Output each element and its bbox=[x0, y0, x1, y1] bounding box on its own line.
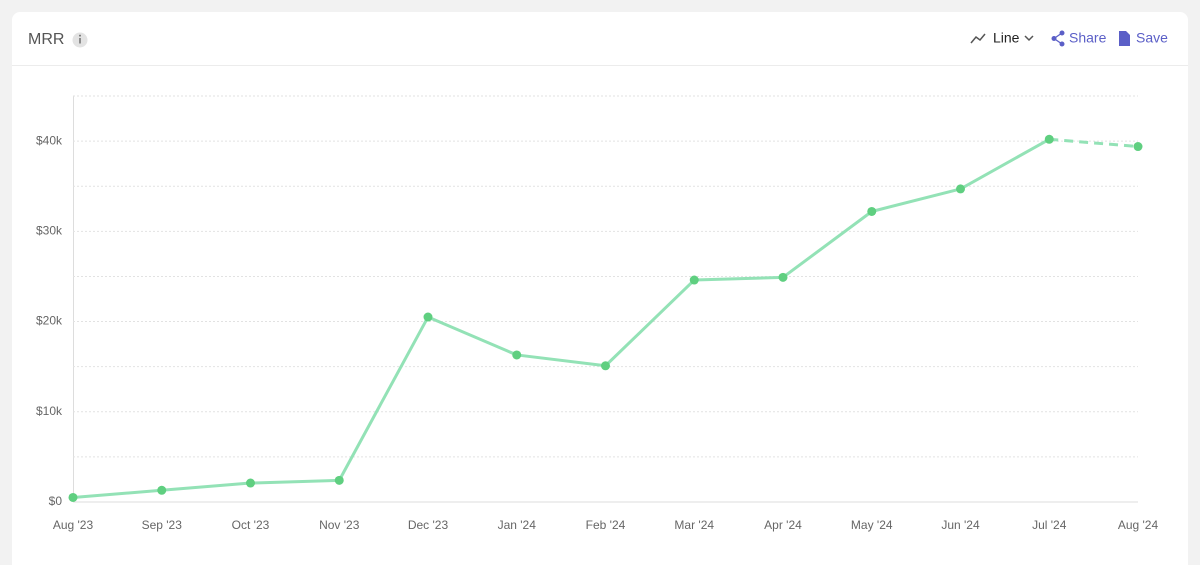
data-point bbox=[334, 475, 344, 485]
chart-title: MRR bbox=[28, 31, 64, 48]
x-tick-label: Oct '23 bbox=[232, 518, 270, 532]
data-point bbox=[68, 492, 78, 502]
share-icon bbox=[1051, 30, 1065, 47]
x-tick-label: Sep '23 bbox=[142, 518, 183, 532]
data-point bbox=[778, 272, 788, 282]
x-tick-label: Aug '24 bbox=[1118, 518, 1159, 532]
x-tick-label: Mar '24 bbox=[674, 518, 714, 532]
chart-type-label: Line bbox=[993, 30, 1020, 46]
save-icon bbox=[1119, 31, 1130, 46]
save-button[interactable]: Save bbox=[1119, 30, 1168, 46]
data-point bbox=[157, 485, 167, 495]
data-point bbox=[1044, 134, 1054, 144]
data-point bbox=[512, 350, 522, 360]
x-tick-label: Apr '24 bbox=[764, 518, 802, 532]
card bbox=[12, 12, 1188, 565]
line-icon bbox=[970, 33, 986, 44]
y-tick-label: $20k bbox=[36, 314, 63, 328]
y-tick-label: $10k bbox=[36, 404, 63, 418]
x-tick-label: Jul '24 bbox=[1032, 518, 1067, 532]
plot-area: $0 $10k $20k $30k $40k Aug '23 Sep '23 Oct '23 N… bbox=[36, 95, 1159, 532]
data-point bbox=[867, 206, 877, 216]
x-tick-label: May '24 bbox=[851, 518, 893, 532]
chevron bbox=[1024, 35, 1034, 42]
y-tick-label: $0 bbox=[49, 494, 63, 508]
x-tick-label: Aug '23 bbox=[53, 518, 94, 532]
data-point bbox=[601, 361, 610, 371]
y-tick-label: $40k bbox=[36, 133, 63, 147]
x-tick-label: Jan '24 bbox=[498, 518, 537, 532]
info-icon[interactable] bbox=[72, 32, 88, 48]
x-tick-label: Jun '24 bbox=[941, 518, 980, 532]
data-point bbox=[689, 275, 699, 285]
data-point bbox=[423, 312, 433, 322]
chart-type-button[interactable]: Line bbox=[970, 30, 1034, 46]
share-button[interactable]: Share bbox=[1051, 30, 1107, 47]
series-line bbox=[72, 137, 1050, 499]
y-tick-label: $30k bbox=[36, 224, 63, 238]
x-tick-label: Nov '23 bbox=[319, 518, 360, 532]
x-tick-label: Feb '24 bbox=[586, 518, 626, 532]
share-label: Share bbox=[1069, 30, 1107, 46]
x-tick-label: Dec '23 bbox=[408, 518, 449, 532]
data-point bbox=[1133, 142, 1143, 152]
data-point bbox=[246, 478, 255, 488]
save-label: Save bbox=[1136, 30, 1168, 46]
data-point bbox=[956, 184, 965, 194]
